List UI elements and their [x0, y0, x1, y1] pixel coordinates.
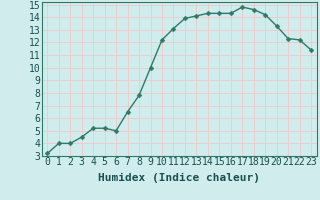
X-axis label: Humidex (Indice chaleur): Humidex (Indice chaleur) — [98, 173, 260, 183]
